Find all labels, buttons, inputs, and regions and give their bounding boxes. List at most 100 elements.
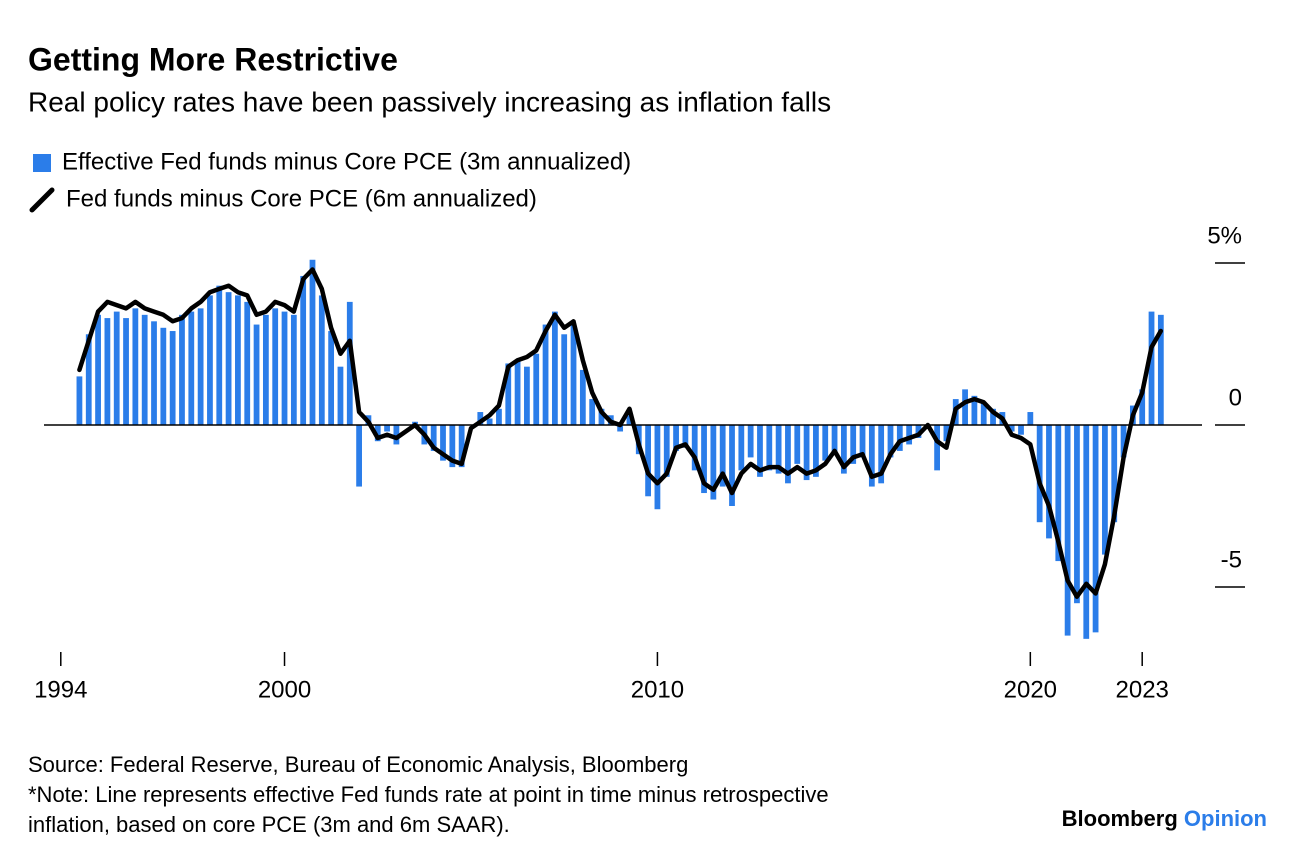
bar [738, 425, 745, 471]
bar [533, 353, 540, 425]
bar [747, 425, 754, 458]
bar [1120, 425, 1127, 458]
bar [253, 324, 260, 425]
bar [207, 295, 213, 425]
bar [169, 331, 176, 425]
bar [645, 425, 651, 497]
bar [822, 425, 829, 461]
bar [132, 308, 139, 425]
bar [542, 324, 549, 425]
bar [589, 399, 596, 425]
legend: Effective Fed funds minus Core PCE (3m a… [29, 148, 631, 213]
bar [1008, 425, 1015, 432]
bar [1111, 425, 1118, 523]
x-tick-label: 2010 [631, 676, 684, 703]
bar [160, 327, 167, 425]
bar [1027, 412, 1034, 425]
bar [1102, 425, 1108, 555]
bar [673, 425, 679, 451]
bar [272, 308, 279, 425]
bar [430, 425, 437, 451]
bar [179, 314, 185, 425]
bar [524, 366, 530, 425]
bar [85, 334, 92, 425]
bar [113, 311, 120, 425]
bar [682, 425, 689, 448]
bar [300, 275, 307, 425]
bar [943, 425, 950, 442]
bar [710, 425, 717, 500]
bar [76, 376, 83, 425]
bar [691, 425, 698, 471]
bar [915, 425, 922, 438]
bar [1064, 425, 1071, 636]
bar [729, 425, 735, 506]
y-tick-label: 5% [1207, 222, 1242, 249]
bar [561, 334, 568, 425]
bar [980, 402, 987, 425]
bar [244, 301, 251, 425]
bar [1074, 425, 1080, 604]
bar [840, 425, 847, 474]
bar [356, 425, 362, 487]
brand-name: Bloomberg [1062, 806, 1178, 831]
bar [551, 311, 558, 425]
bar [1018, 425, 1024, 435]
note: *Note: Line represents effective Fed fun… [28, 782, 829, 807]
bar [794, 425, 801, 464]
bar [887, 425, 894, 458]
bar [384, 425, 390, 432]
bar [617, 425, 624, 432]
bar [477, 412, 484, 425]
bar [514, 360, 521, 425]
bar [309, 259, 316, 425]
bar [141, 314, 148, 425]
x-tick-label: 1994 [34, 676, 87, 703]
bar [496, 408, 502, 425]
bar [878, 425, 885, 484]
x-tick-label: 2000 [258, 676, 311, 703]
bar [318, 295, 325, 425]
bar [225, 292, 232, 425]
x-tick-label: 2023 [1116, 676, 1169, 703]
y-tick-label: 0 [1229, 384, 1242, 411]
brand: Bloomberg Opinion [1062, 806, 1267, 831]
bar [803, 425, 810, 481]
line [77, 267, 1164, 599]
bar [449, 425, 456, 468]
bar [775, 425, 782, 474]
bar [337, 366, 344, 425]
bar [971, 395, 978, 425]
bar [281, 311, 288, 425]
source: Source: Federal Reserve, Bureau of Econo… [28, 752, 688, 777]
bar [906, 425, 913, 445]
bar [813, 425, 819, 477]
bar [757, 425, 763, 477]
bar [654, 425, 661, 510]
bar [579, 369, 586, 425]
chart-title: Getting More Restrictive [28, 41, 398, 77]
legend-swatch [29, 187, 55, 213]
bar [766, 425, 773, 471]
bar [663, 425, 670, 477]
x-tick-label: 2020 [1004, 676, 1057, 703]
brand-sub: Opinion [1184, 806, 1267, 831]
chart-subtitle: Real policy rates have been passively in… [28, 86, 831, 117]
bar [216, 285, 223, 425]
bar [1055, 425, 1062, 562]
bar [990, 408, 996, 425]
y-tick-label: -5 [1221, 546, 1242, 573]
bar [328, 331, 335, 425]
bar [626, 415, 633, 425]
legend-swatch [33, 154, 51, 172]
bar [197, 308, 204, 425]
bar [570, 324, 577, 425]
bar [962, 389, 968, 425]
bar [1139, 389, 1146, 425]
bar [151, 321, 157, 425]
bar [1092, 425, 1099, 633]
bar [785, 425, 791, 484]
bar [458, 425, 465, 468]
bar [486, 418, 493, 425]
